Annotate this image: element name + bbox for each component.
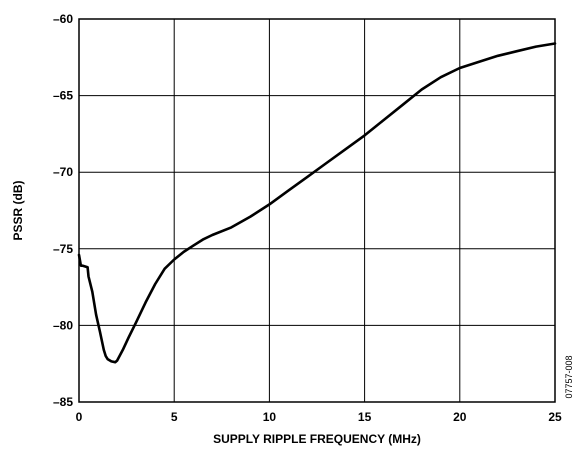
y-axis-label: PSSR (dB) bbox=[11, 180, 25, 240]
y-tick-labels: –60 –65 –70 –75 –80 –85 bbox=[53, 12, 73, 409]
pssr-series-line-0 bbox=[77, 42, 557, 364]
y-tick-label-neg65: –65 bbox=[53, 89, 73, 103]
grid-lines bbox=[78, 18, 556, 403]
series-layer bbox=[77, 42, 557, 364]
x-tick-label-20: 20 bbox=[453, 410, 467, 424]
x-tick-label-15: 15 bbox=[358, 410, 372, 424]
x-tick-label-10: 10 bbox=[263, 410, 277, 424]
x-tick-labels: 0 5 10 15 20 25 bbox=[76, 410, 562, 424]
x-tick-label-5: 5 bbox=[171, 410, 178, 424]
y-tick-label-neg75: –75 bbox=[53, 242, 73, 256]
x-tick-label-25: 25 bbox=[548, 410, 562, 424]
plot-frame bbox=[78, 18, 556, 403]
figure-id: 07757-008 bbox=[564, 355, 574, 398]
y-tick-label-neg85: –85 bbox=[53, 395, 73, 409]
y-tick-label-neg60: –60 bbox=[53, 12, 73, 26]
y-tick-label-neg70: –70 bbox=[53, 165, 73, 179]
x-axis-label: SUPPLY RIPPLE FREQUENCY (MHz) bbox=[213, 432, 421, 446]
y-tick-label-neg80: –80 bbox=[53, 318, 73, 332]
x-tick-label-0: 0 bbox=[76, 410, 83, 424]
